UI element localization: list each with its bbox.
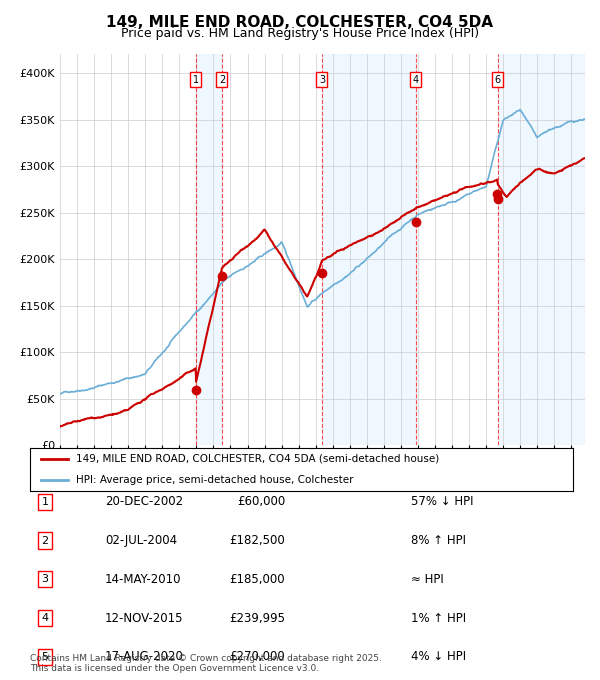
Bar bbox=[322, 54, 416, 445]
Text: £239,995: £239,995 bbox=[229, 611, 285, 625]
Text: Price paid vs. HM Land Registry's House Price Index (HPI): Price paid vs. HM Land Registry's House … bbox=[121, 27, 479, 40]
Text: £185,000: £185,000 bbox=[229, 573, 285, 586]
Text: 57% ↓ HPI: 57% ↓ HPI bbox=[411, 495, 473, 509]
Text: 14-MAY-2010: 14-MAY-2010 bbox=[105, 573, 182, 586]
Text: 5: 5 bbox=[41, 652, 49, 662]
Text: HPI: Average price, semi-detached house, Colchester: HPI: Average price, semi-detached house,… bbox=[76, 475, 353, 486]
Bar bbox=[498, 54, 585, 445]
Text: 4: 4 bbox=[413, 75, 419, 84]
Text: £182,500: £182,500 bbox=[229, 534, 285, 547]
Text: 149, MILE END ROAD, COLCHESTER, CO4 5DA (semi-detached house): 149, MILE END ROAD, COLCHESTER, CO4 5DA … bbox=[76, 454, 439, 464]
Text: 4% ↓ HPI: 4% ↓ HPI bbox=[411, 650, 466, 664]
Text: 8% ↑ HPI: 8% ↑ HPI bbox=[411, 534, 466, 547]
Text: 2: 2 bbox=[41, 536, 49, 545]
Text: 20-DEC-2002: 20-DEC-2002 bbox=[105, 495, 183, 509]
Text: £270,000: £270,000 bbox=[229, 650, 285, 664]
Text: 6: 6 bbox=[494, 75, 501, 84]
Text: £60,000: £60,000 bbox=[237, 495, 285, 509]
Text: 02-JUL-2004: 02-JUL-2004 bbox=[105, 534, 177, 547]
Text: 4: 4 bbox=[41, 613, 49, 623]
Text: Contains HM Land Registry data © Crown copyright and database right 2025.
This d: Contains HM Land Registry data © Crown c… bbox=[30, 653, 382, 673]
Text: 1: 1 bbox=[193, 75, 199, 84]
Text: 1% ↑ HPI: 1% ↑ HPI bbox=[411, 611, 466, 625]
Text: 2: 2 bbox=[219, 75, 225, 84]
Text: 12-NOV-2015: 12-NOV-2015 bbox=[105, 611, 184, 625]
Text: 3: 3 bbox=[41, 575, 49, 584]
Text: 1: 1 bbox=[41, 497, 49, 507]
Text: 3: 3 bbox=[319, 75, 325, 84]
Text: 17-AUG-2020: 17-AUG-2020 bbox=[105, 650, 184, 664]
Bar bbox=[196, 54, 222, 445]
Text: ≈ HPI: ≈ HPI bbox=[411, 573, 444, 586]
Text: 149, MILE END ROAD, COLCHESTER, CO4 5DA: 149, MILE END ROAD, COLCHESTER, CO4 5DA bbox=[107, 15, 493, 30]
